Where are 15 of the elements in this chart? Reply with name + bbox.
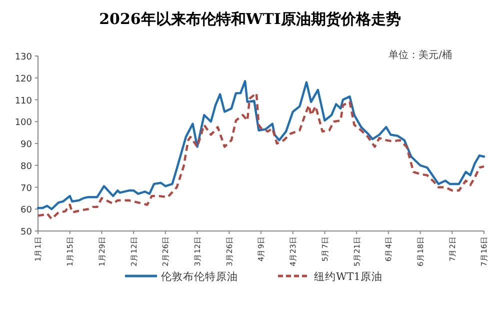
y-tick-label: 100: [14, 118, 32, 128]
y-tick-label: 70: [20, 184, 32, 194]
y-tick-label: 60: [20, 206, 32, 216]
y-tick-label: 90: [20, 140, 32, 150]
chart-title: 2026年以来布伦特和WTI原油期货价格走势: [99, 10, 401, 28]
y-tick-label: 50: [20, 228, 32, 238]
y-tick-label: 130: [14, 52, 32, 62]
y-tick-label: 120: [14, 74, 32, 84]
line-series: [36, 80, 486, 210]
legend-label: 伦敦布伦特原油: [161, 270, 238, 283]
line-series: [36, 92, 486, 220]
annotation: 单位：美元/桶: [388, 49, 452, 61]
legend-label: 纽约WT1原油: [314, 270, 382, 283]
y-tick-label: 110: [14, 96, 32, 106]
y-tick-label: 80: [20, 162, 32, 172]
